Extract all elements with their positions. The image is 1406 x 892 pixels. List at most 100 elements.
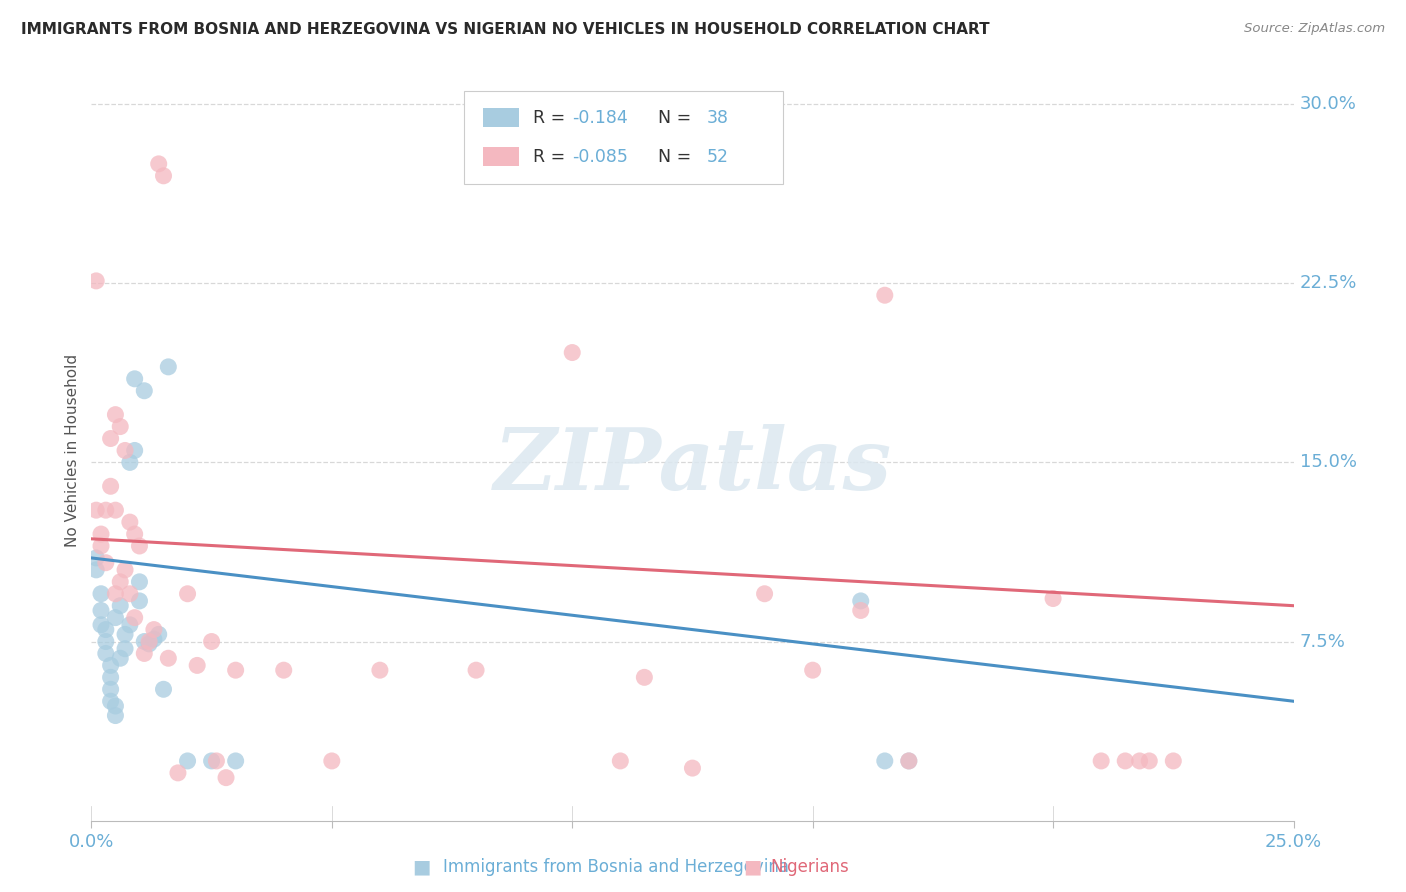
Y-axis label: No Vehicles in Household: No Vehicles in Household — [65, 354, 80, 547]
Point — [124, 527, 146, 541]
Text: -0.184: -0.184 — [572, 109, 628, 127]
Point — [561, 345, 583, 359]
Point — [801, 663, 824, 677]
Point — [1161, 754, 1184, 768]
Point — [100, 694, 122, 708]
Point — [104, 708, 127, 723]
Point — [368, 663, 391, 677]
Text: N =: N = — [647, 148, 696, 166]
Point — [1129, 754, 1152, 768]
Point — [873, 288, 896, 302]
Point — [873, 754, 896, 768]
Point — [100, 479, 122, 493]
Point — [134, 634, 156, 648]
Point — [142, 623, 165, 637]
Text: 38: 38 — [707, 109, 728, 127]
Point — [94, 556, 117, 570]
Point — [114, 443, 136, 458]
Text: Immigrants from Bosnia and Herzegovina: Immigrants from Bosnia and Herzegovina — [443, 858, 789, 876]
Point — [134, 384, 156, 398]
Text: 15.0%: 15.0% — [1299, 453, 1357, 471]
Point — [201, 634, 224, 648]
Text: -0.085: -0.085 — [572, 148, 628, 166]
Point — [90, 527, 112, 541]
Point — [633, 670, 655, 684]
Text: 22.5%: 22.5% — [1299, 274, 1357, 293]
Point — [84, 563, 107, 577]
Text: IMMIGRANTS FROM BOSNIA AND HERZEGOVINA VS NIGERIAN NO VEHICLES IN HOUSEHOLD CORR: IMMIGRANTS FROM BOSNIA AND HERZEGOVINA V… — [21, 22, 990, 37]
Point — [114, 641, 136, 656]
Text: Nigerians: Nigerians — [770, 858, 849, 876]
Text: ■: ■ — [412, 857, 432, 877]
Point — [110, 574, 132, 589]
Point — [94, 503, 117, 517]
Point — [1137, 754, 1160, 768]
Point — [104, 503, 127, 517]
Point — [465, 663, 488, 677]
Point — [100, 432, 122, 446]
Point — [152, 169, 174, 183]
Text: 52: 52 — [707, 148, 728, 166]
Point — [104, 587, 127, 601]
Point — [114, 563, 136, 577]
Point — [118, 455, 141, 469]
FancyBboxPatch shape — [484, 147, 519, 166]
Point — [138, 634, 160, 648]
Point — [128, 574, 150, 589]
Point — [148, 157, 170, 171]
Text: R =: R = — [533, 148, 571, 166]
Point — [225, 663, 247, 677]
Point — [128, 594, 150, 608]
Point — [118, 515, 141, 529]
Point — [849, 594, 872, 608]
Point — [104, 610, 127, 624]
Point — [681, 761, 703, 775]
Point — [110, 419, 132, 434]
Point — [100, 670, 122, 684]
Text: ZIPatlas: ZIPatlas — [494, 424, 891, 507]
Point — [157, 359, 180, 374]
Point — [321, 754, 343, 768]
Point — [1114, 754, 1136, 768]
Point — [124, 443, 146, 458]
Point — [90, 587, 112, 601]
Point — [138, 637, 160, 651]
Point — [84, 274, 107, 288]
Point — [176, 754, 198, 768]
Point — [1090, 754, 1112, 768]
Point — [897, 754, 920, 768]
Point — [94, 623, 117, 637]
Point — [118, 617, 141, 632]
Point — [110, 651, 132, 665]
Point — [124, 372, 146, 386]
Point — [152, 682, 174, 697]
Point — [84, 503, 107, 517]
Point — [90, 603, 112, 617]
Point — [114, 627, 136, 641]
Text: Source: ZipAtlas.com: Source: ZipAtlas.com — [1244, 22, 1385, 36]
Point — [142, 632, 165, 647]
Text: N =: N = — [647, 109, 696, 127]
Point — [215, 771, 238, 785]
Point — [609, 754, 631, 768]
Point — [148, 627, 170, 641]
Point — [104, 698, 127, 713]
Point — [167, 765, 190, 780]
Point — [205, 754, 228, 768]
FancyBboxPatch shape — [464, 91, 783, 184]
Point — [128, 539, 150, 553]
Point — [754, 587, 776, 601]
Point — [100, 682, 122, 697]
Point — [157, 651, 180, 665]
Point — [94, 647, 117, 661]
Point — [124, 610, 146, 624]
Point — [201, 754, 224, 768]
Point — [176, 587, 198, 601]
Text: ■: ■ — [742, 857, 762, 877]
Point — [134, 647, 156, 661]
Point — [100, 658, 122, 673]
Point — [897, 754, 920, 768]
Text: 7.5%: 7.5% — [1299, 632, 1346, 650]
Point — [90, 617, 112, 632]
FancyBboxPatch shape — [484, 108, 519, 127]
